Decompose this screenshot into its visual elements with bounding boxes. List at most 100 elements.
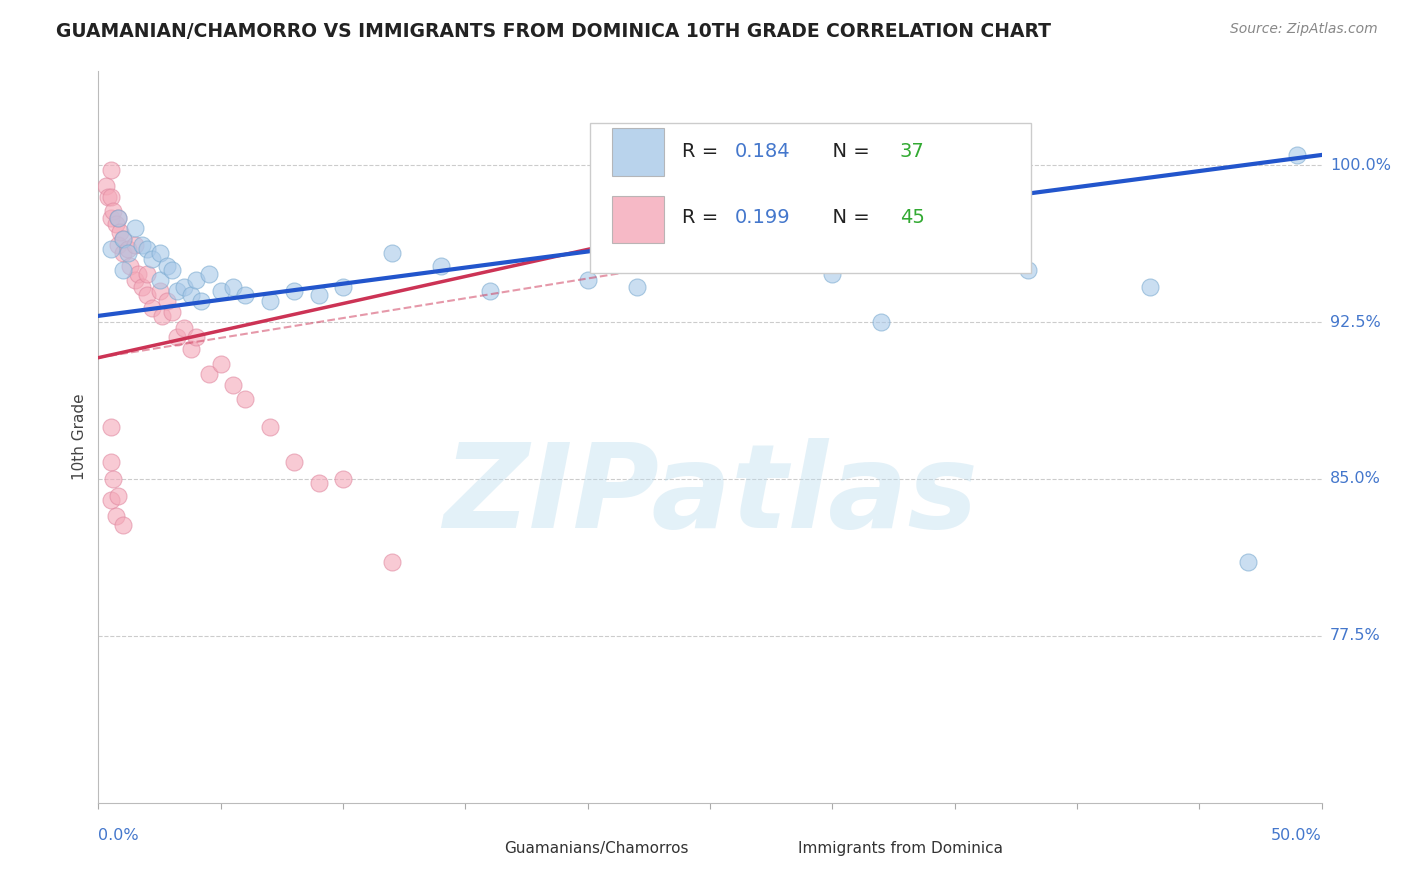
Text: 0.184: 0.184 [734,143,790,161]
Text: N =: N = [820,143,876,161]
Point [94,179,117,194]
Point [100,419,122,434]
Point [136,267,159,281]
Text: Guamanians/Chamorros: Guamanians/Chamorros [505,841,689,856]
Point [166,284,188,298]
Point [131,237,153,252]
Text: 92.5%: 92.5% [1330,315,1381,330]
Point [111,231,134,245]
Point [222,377,245,392]
Point [1237,556,1260,570]
Point [478,284,501,298]
Text: 0.199: 0.199 [734,208,790,227]
Point [180,288,202,302]
Point [821,267,844,281]
Point [173,279,195,293]
Point [100,455,122,469]
Point [136,242,159,256]
Point [111,263,134,277]
Text: 85.0%: 85.0% [1330,471,1381,486]
Point [120,259,142,273]
Text: N =: N = [820,208,876,227]
Point [381,246,404,260]
Point [111,517,134,532]
Point [104,217,127,231]
FancyBboxPatch shape [591,122,1031,273]
Text: 100.0%: 100.0% [1330,158,1391,173]
Point [127,267,149,281]
Point [131,279,153,293]
FancyBboxPatch shape [460,834,494,863]
Point [117,242,139,256]
Point [308,476,330,491]
Point [97,190,120,204]
Point [101,204,124,219]
Point [156,294,179,309]
Point [141,252,163,267]
FancyBboxPatch shape [752,834,787,863]
Point [308,288,330,302]
Text: R =: R = [682,143,724,161]
Text: 77.5%: 77.5% [1330,628,1381,643]
Point [149,273,172,287]
Text: 37: 37 [900,143,924,161]
Point [197,267,219,281]
Point [222,279,245,293]
FancyBboxPatch shape [612,195,664,244]
Point [149,246,172,260]
Text: Source: ZipAtlas.com: Source: ZipAtlas.com [1230,22,1378,37]
Point [160,263,183,277]
Point [576,273,599,287]
Point [136,288,159,302]
Point [186,273,208,287]
Point [173,321,195,335]
Y-axis label: 10th Grade: 10th Grade [72,393,87,481]
Point [870,315,893,329]
Point [111,231,134,245]
Point [259,294,281,309]
Point [150,309,173,323]
Point [107,237,129,252]
Text: 0.0%: 0.0% [98,828,139,843]
Point [100,190,122,204]
Point [124,273,146,287]
Point [149,284,172,298]
Text: 45: 45 [900,208,925,227]
Point [100,162,122,177]
Point [190,294,212,309]
Text: Immigrants from Dominica: Immigrants from Dominica [799,841,1002,856]
Point [141,301,163,315]
Text: 50.0%: 50.0% [1271,828,1322,843]
Point [104,509,127,524]
FancyBboxPatch shape [612,128,664,176]
Point [209,357,232,371]
Point [197,368,219,382]
Point [101,472,124,486]
Point [100,492,122,507]
Point [100,242,122,256]
Point [107,211,129,225]
Point [180,343,202,357]
Text: R =: R = [682,208,724,227]
Point [283,284,305,298]
Point [110,225,132,239]
Text: GUAMANIAN/CHAMORRO VS IMMIGRANTS FROM DOMINICA 10TH GRADE CORRELATION CHART: GUAMANIAN/CHAMORRO VS IMMIGRANTS FROM DO… [56,22,1052,41]
Point [124,237,146,252]
Point [1139,279,1161,293]
Point [259,419,281,434]
Point [156,259,179,273]
Point [283,455,305,469]
Point [107,489,129,503]
Point [107,211,129,225]
Point [160,304,183,318]
Point [381,556,404,570]
Point [233,288,256,302]
Point [332,279,354,293]
Point [209,284,232,298]
Point [233,392,256,407]
Point [117,246,139,260]
Point [166,330,188,344]
Point [100,211,122,225]
Point [626,279,648,293]
Point [186,330,208,344]
